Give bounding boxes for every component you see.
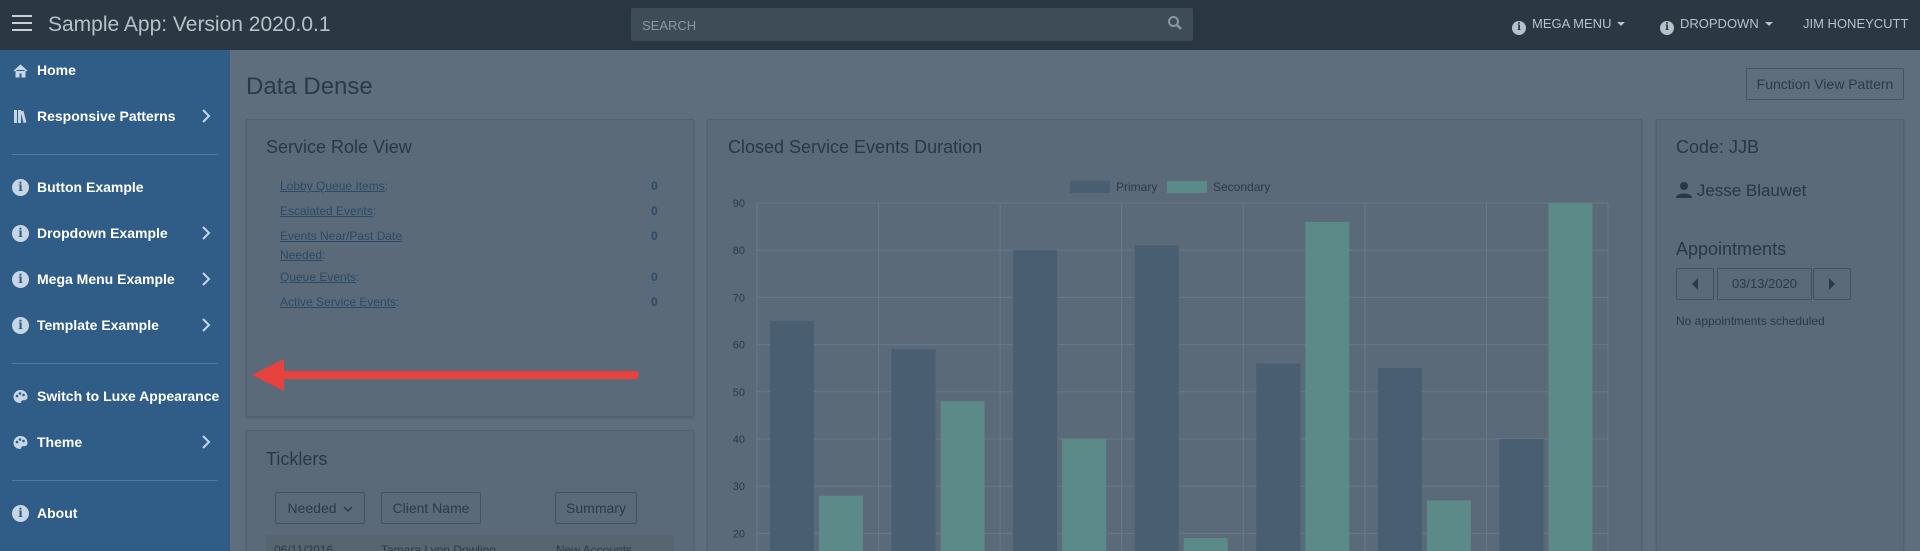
info-icon: i <box>12 179 29 196</box>
function-view-pattern-button[interactable]: Function View Pattern <box>1746 68 1904 100</box>
sidebar-item-switch-luxe[interactable]: Switch to Luxe Appearance <box>0 382 230 412</box>
service-row-link[interactable]: Lobby Queue Items <box>280 179 385 193</box>
mega-menu-nav[interactable]: i MEGA MENU <box>1512 16 1626 35</box>
date-field[interactable]: 03/13/2020 <box>1717 268 1812 300</box>
info-icon: i <box>1660 21 1674 35</box>
hamburger-menu-icon[interactable] <box>12 15 32 31</box>
service-row-events-near-past[interactable]: Events Near/Past Date <box>280 229 402 243</box>
service-row-link[interactable]: Queue Events <box>280 270 357 284</box>
sidebar-item-label: Dropdown Example <box>37 225 168 241</box>
service-row-escalated[interactable]: Escalated Events: <box>280 204 377 218</box>
chart-card <box>707 119 1642 551</box>
page-title: Data Dense <box>246 73 373 100</box>
code-title: Code: JJB <box>1676 137 1760 157</box>
sidebar-item-label: Template Example <box>37 317 159 333</box>
search-box[interactable]: SEARCH <box>631 8 1193 41</box>
sidebar-item-label: Mega Menu Example <box>37 271 175 287</box>
appointments-title: Appointments <box>1676 239 1787 259</box>
tickler-client: Tamara Lynn Dowling <box>381 543 496 551</box>
sidebar-item-template-example[interactable]: i Template Example <box>0 311 230 341</box>
sidebar-item-theme[interactable]: Theme <box>0 428 230 458</box>
service-row-link[interactable]: Needed <box>280 248 323 262</box>
chevron-down-icon <box>342 506 353 513</box>
sidebar-item-label: Home <box>37 62 76 78</box>
chevron-right-icon <box>202 318 211 332</box>
app-title: Sample App: Version 2020.0.1 <box>48 13 331 36</box>
sidebar-item-home[interactable]: Home <box>0 56 230 86</box>
profile-card <box>1656 119 1904 551</box>
chevron-right-icon <box>202 109 211 123</box>
mega-menu-label: MEGA MENU <box>1532 16 1612 31</box>
service-role-title: Service Role View <box>266 137 412 157</box>
chevron-right-icon <box>202 272 211 286</box>
person-name-text: Jesse Blauwet <box>1696 181 1807 200</box>
needed-sort-button[interactable]: Needed <box>275 492 365 524</box>
search-input[interactable]: SEARCH <box>642 18 697 33</box>
info-icon: i <box>12 505 29 522</box>
palette-icon <box>13 436 28 449</box>
tickler-summary: New Accounts <box>556 543 633 551</box>
info-icon: i <box>1512 21 1526 35</box>
user-icon <box>1676 182 1692 198</box>
service-row-lobby-queue[interactable]: Lobby Queue Items: <box>280 179 389 193</box>
user-menu[interactable]: JIM HONEYCUTT <box>1803 16 1909 31</box>
home-icon <box>13 64 28 78</box>
top-bar: Sample App: Version 2020.0.1 SEARCH i MEG… <box>0 0 1920 50</box>
sidebar-item-mega-menu-example[interactable]: i Mega Menu Example <box>0 265 230 295</box>
books-icon <box>14 110 27 124</box>
search-icon[interactable] <box>1167 15 1183 31</box>
service-row-value: 0 <box>651 270 658 284</box>
sidebar-item-label: Responsive Patterns <box>37 108 176 124</box>
chevron-right-icon <box>202 226 211 240</box>
info-icon: i <box>12 317 29 334</box>
chevron-right-icon <box>202 435 211 449</box>
info-icon: i <box>12 225 29 242</box>
next-date-button[interactable] <box>1813 268 1851 300</box>
caret-right-icon <box>1829 278 1835 290</box>
service-row-value: 0 <box>651 204 658 218</box>
red-arrow-annotation <box>252 359 639 391</box>
service-row-link[interactable]: Escalated Events <box>280 204 373 218</box>
no-appointments-text: No appointments scheduled <box>1676 314 1825 328</box>
ticklers-title: Ticklers <box>266 449 328 469</box>
service-row-value: 0 <box>651 179 658 193</box>
sidebar <box>0 50 230 551</box>
caret-down-icon <box>1764 22 1773 26</box>
sidebar-item-label: Switch to Luxe Appearance <box>37 388 220 404</box>
caret-left-icon <box>1692 278 1698 290</box>
service-role-card <box>246 119 694 417</box>
service-row-queue-events[interactable]: Queue Events: <box>280 270 360 284</box>
service-row-link[interactable]: Active Service Events <box>280 295 397 309</box>
ticklers-card <box>246 430 694 551</box>
service-row-link[interactable]: Events Near/Past Date <box>280 229 403 243</box>
dropdown-nav[interactable]: i DROPDOWN <box>1660 16 1773 35</box>
service-row-value: 0 <box>651 229 658 243</box>
sidebar-item-button-example[interactable]: i Button Example <box>0 173 230 203</box>
sidebar-divider <box>12 480 218 481</box>
tickler-date: 06/11/2016 <box>274 543 334 551</box>
person-name: Jesse Blauwet <box>1676 181 1806 201</box>
tickler-row[interactable]: 06/11/2016 Tamara Lynn Dowling New Accou… <box>266 535 674 551</box>
sidebar-item-responsive-patterns[interactable]: Responsive Patterns <box>0 102 230 132</box>
sidebar-item-label: Button Example <box>37 179 144 195</box>
service-row-active-events[interactable]: Active Service Events: <box>280 295 400 309</box>
sidebar-divider <box>12 154 218 155</box>
sidebar-item-label: Theme <box>37 434 83 450</box>
client-name-sort-button[interactable]: Client Name <box>381 492 481 524</box>
caret-down-icon <box>1617 22 1626 26</box>
sidebar-item-label: About <box>37 505 78 521</box>
service-row-events-near-past-line2[interactable]: Needed: <box>280 248 326 262</box>
summary-sort-button[interactable]: Summary <box>555 492 637 524</box>
palette-icon <box>13 390 28 403</box>
info-icon: i <box>12 271 29 288</box>
service-row-value: 0 <box>651 295 658 309</box>
dropdown-label: DROPDOWN <box>1680 16 1759 31</box>
needed-label: Needed <box>287 500 337 516</box>
sidebar-item-dropdown-example[interactable]: i Dropdown Example <box>0 219 230 249</box>
sidebar-item-about[interactable]: i About <box>0 499 230 529</box>
sidebar-divider <box>12 363 218 364</box>
prev-date-button[interactable] <box>1676 268 1714 300</box>
chart-title: Closed Service Events Duration <box>728 137 983 157</box>
